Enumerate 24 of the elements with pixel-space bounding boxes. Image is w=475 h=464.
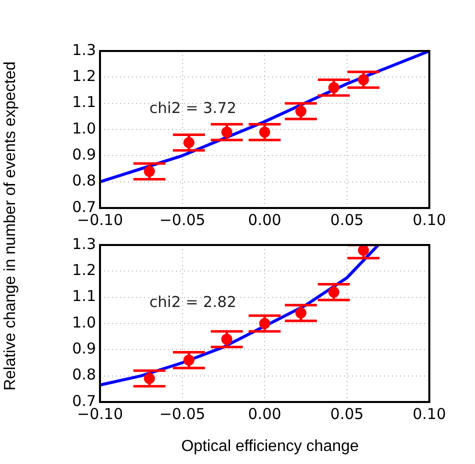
x-tick-label: 0.00	[248, 404, 282, 423]
x-axis-title: Optical efficiency change	[181, 438, 359, 456]
y-tick-label: 1.0	[72, 119, 96, 138]
y-tick-label: 1.2	[72, 261, 96, 280]
y-tick-label: 0.8	[72, 366, 96, 384]
y-tick-label: 1.1	[72, 287, 96, 306]
x-tick-label: 0.05	[330, 210, 364, 229]
y-tick-label: 1.1	[72, 93, 96, 112]
x-tick-label: 0.10	[412, 210, 446, 229]
x-tick-label: 0.05	[330, 404, 364, 423]
y-tick-label: 1.0	[72, 313, 96, 332]
y-tick-label: 0.9	[72, 146, 96, 164]
x-tick-label: −0.05	[159, 404, 206, 423]
y-axis-title: Relative change in number of events expected	[2, 61, 20, 391]
y-tick-label: 0.8	[72, 172, 96, 190]
x-tick-label: −0.05	[159, 210, 206, 229]
y-tick-label: 0.9	[72, 340, 96, 358]
y-tick-label: 1.2	[72, 67, 96, 86]
y-tick-label: 1.3	[72, 40, 96, 59]
x-tick-label: 0.00	[248, 210, 282, 229]
y-tick-label: 1.3	[72, 234, 96, 253]
x-tick-label: 0.10	[412, 404, 446, 423]
annotation: chi2 = 3.72	[149, 98, 236, 117]
annotation: chi2 = 2.82	[149, 292, 236, 311]
